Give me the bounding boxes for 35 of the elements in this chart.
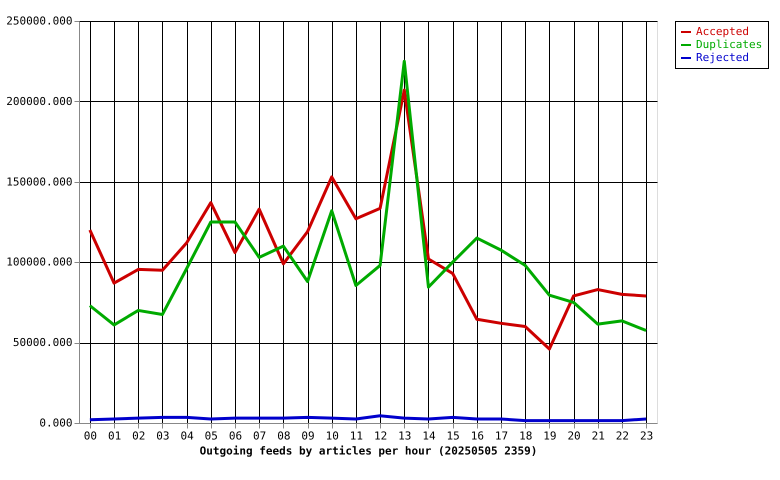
x-tick-label: 22 <box>616 430 630 442</box>
y-tick-label: 200000.000 <box>6 94 72 108</box>
x-axis-title: Outgoing feeds by articles per hour (20250505 2359) <box>200 444 538 458</box>
x-tick-label: 19 <box>543 430 557 442</box>
x-tick-label: 16 <box>470 430 484 442</box>
x-tick-label: 05 <box>204 430 218 442</box>
x-tick-label: 10 <box>326 430 339 442</box>
y-tick-label: 250000.000 <box>6 14 72 28</box>
x-tick-label: 01 <box>108 430 122 442</box>
x-tick-label: 00 <box>84 430 98 442</box>
x-tick-label: 02 <box>132 430 146 442</box>
x-tick-label: 18 <box>519 430 532 442</box>
x-tick-label: 12 <box>374 430 388 442</box>
y-tick-label: 0.000 <box>39 416 72 430</box>
y-tick-label: 100000.000 <box>6 256 72 269</box>
x-tick-label: 03 <box>156 430 170 442</box>
x-tick-label: 11 <box>350 430 364 442</box>
legend-label: Rejected <box>696 51 749 64</box>
legend-label: Duplicates <box>696 38 762 51</box>
x-tick-label: 21 <box>592 430 605 442</box>
legend-label: Accepted <box>696 25 749 38</box>
x-tick-label: 04 <box>180 430 194 442</box>
x-tick-label: 09 <box>301 430 315 442</box>
x-tick-label: 08 <box>277 430 290 442</box>
y-tick-label: 150000.000 <box>6 175 72 188</box>
x-tick-label: 13 <box>398 430 412 442</box>
line-series <box>88 60 648 332</box>
x-tick-label: 15 <box>446 430 460 442</box>
x-tick-label: 20 <box>567 430 581 442</box>
x-tick-label: 07 <box>253 430 266 442</box>
x-tick-label: 14 <box>422 430 436 442</box>
x-tick-label: 23 <box>640 430 654 442</box>
x-tick-label: 06 <box>228 430 242 442</box>
x-tick-label: 17 <box>494 430 508 442</box>
y-tick-label: 50000.000 <box>12 336 72 350</box>
